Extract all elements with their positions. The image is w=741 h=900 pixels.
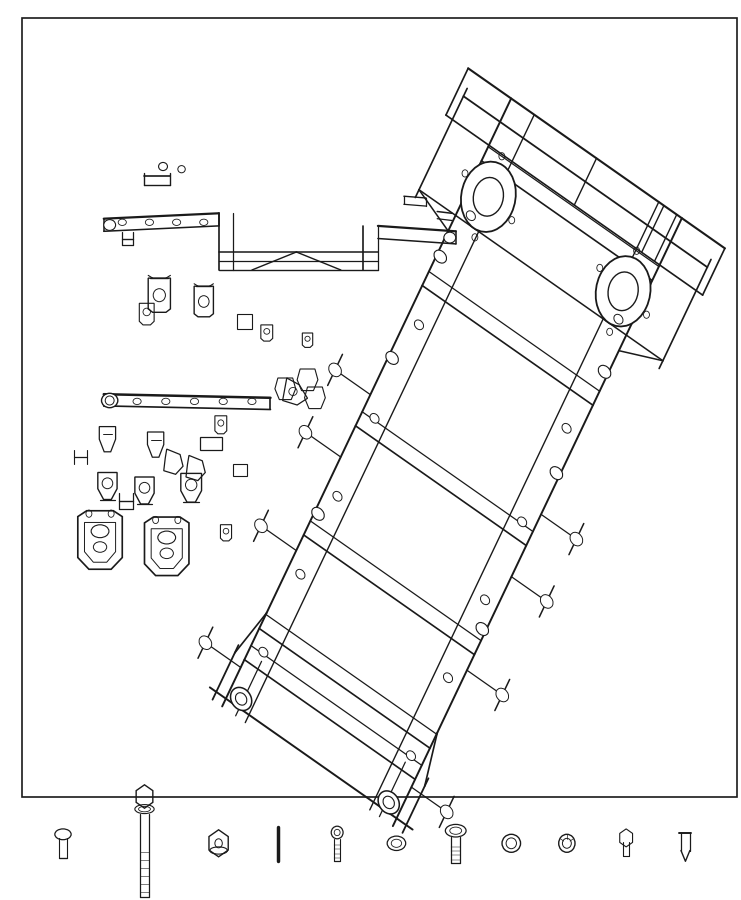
Ellipse shape [496, 688, 508, 702]
Bar [233, 464, 247, 476]
Ellipse shape [414, 320, 424, 329]
Ellipse shape [440, 806, 453, 819]
Ellipse shape [333, 491, 342, 501]
Ellipse shape [312, 508, 325, 520]
Ellipse shape [540, 595, 553, 608]
Bar [22, 18, 737, 796]
Ellipse shape [559, 834, 575, 852]
Ellipse shape [614, 314, 623, 324]
Ellipse shape [329, 363, 342, 377]
Ellipse shape [386, 351, 399, 364]
Ellipse shape [480, 595, 490, 605]
Bar [200, 436, 222, 450]
Ellipse shape [443, 673, 453, 682]
Ellipse shape [517, 517, 527, 526]
Ellipse shape [598, 365, 611, 378]
Ellipse shape [461, 162, 516, 232]
Ellipse shape [199, 636, 212, 650]
Ellipse shape [434, 250, 447, 263]
Ellipse shape [502, 834, 520, 852]
Ellipse shape [102, 393, 118, 408]
Ellipse shape [296, 570, 305, 579]
Ellipse shape [476, 623, 488, 635]
Ellipse shape [104, 220, 116, 230]
Ellipse shape [596, 256, 651, 327]
Ellipse shape [230, 688, 252, 710]
Bar [237, 314, 252, 328]
Ellipse shape [378, 791, 399, 814]
Ellipse shape [158, 531, 176, 544]
Ellipse shape [466, 211, 476, 220]
Ellipse shape [562, 423, 571, 433]
Ellipse shape [445, 824, 466, 837]
Ellipse shape [259, 647, 268, 657]
Ellipse shape [550, 466, 562, 480]
Ellipse shape [91, 525, 109, 537]
Ellipse shape [570, 532, 582, 546]
Ellipse shape [299, 426, 312, 439]
Ellipse shape [255, 519, 268, 533]
Ellipse shape [331, 826, 343, 839]
Ellipse shape [370, 413, 379, 423]
Ellipse shape [444, 232, 456, 243]
Ellipse shape [406, 751, 416, 760]
